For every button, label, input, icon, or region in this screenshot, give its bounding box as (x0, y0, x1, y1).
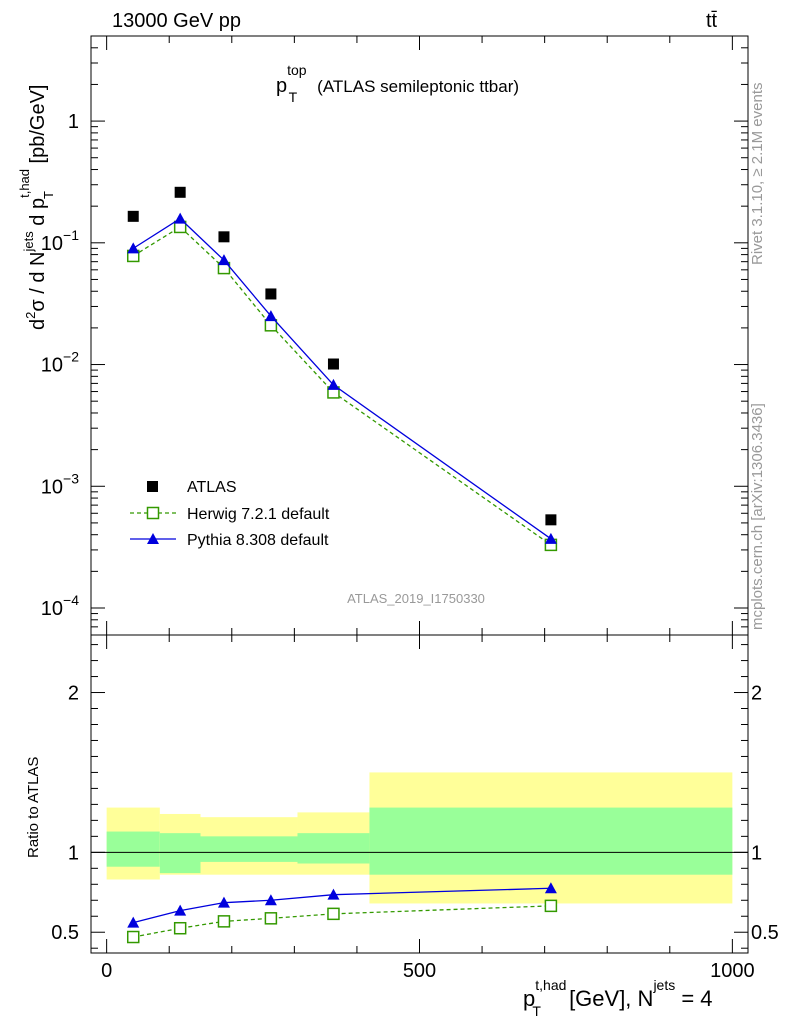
main-ytick-label-3: 10−3 (41, 470, 79, 498)
ratio-herwig-point-5 (544, 899, 558, 913)
legend: ATLAS Herwig 7.2.1 default Pythia 8.308 … (130, 479, 330, 549)
main-ytick-label-mantissa-4: 10 (41, 598, 63, 620)
legend-entry-atlas: ATLAS (147, 479, 237, 496)
ratio-herwig-line (133, 905, 551, 938)
ratio-pythia-point-5 (544, 882, 557, 894)
stat-band-1 (159, 833, 201, 874)
main-atlas-point-3 (265, 288, 277, 300)
main-pythia-line (132, 217, 552, 540)
legend-marker-pythia (147, 533, 159, 544)
stat-band-0 (106, 831, 160, 867)
main-atlas-point-1 (174, 186, 186, 198)
energy-label: 13000 GeV pp (112, 10, 241, 32)
legend-entry-pythia: Pythia 8.308 default (130, 532, 329, 549)
main-pythia-point-5 (544, 532, 557, 544)
ratio-series-layer (126, 882, 558, 944)
ratio-pythia-point-2 (217, 896, 230, 908)
main-atlas-point-0 (127, 210, 139, 222)
stat-band-4 (369, 807, 733, 875)
legend-marker-herwig (146, 506, 160, 520)
legend-entry-herwig: Herwig 7.2.1 default (130, 506, 330, 523)
main-ytick-label-2: 10−2 (41, 349, 79, 377)
main-atlas-point-4 (327, 358, 339, 370)
tick-labels: 110−110−210−310−40.5 0.51 12 20 500 1000 (41, 111, 779, 982)
legend-label-pythia: Pythia 8.308 default (187, 532, 329, 549)
mcplots-label: mcplots.cern.ch [arXiv:1306.3436] (749, 403, 766, 630)
main-pythia-point-3 (264, 310, 277, 322)
plot-title-main: p (276, 75, 287, 97)
analysis-watermark: ATLAS_2019_I1750330 (347, 591, 485, 606)
main-ytick-label-4: 10−4 (41, 592, 79, 620)
ratio-ytick-label-right-1: 1 (751, 842, 762, 864)
main-pythia-point-0 (127, 242, 140, 254)
main-ytick-label-1: 10−1 (41, 227, 79, 255)
ratio-pythia-point-0 (127, 916, 140, 928)
ratio-herwig-point-4 (327, 907, 340, 921)
main-ytick-label-exp-4: −4 (63, 592, 79, 608)
main-ytick-label-mantissa-2: 10 (41, 355, 63, 377)
ratio-uncertainty-bands (106, 772, 733, 904)
main-pythia-point-1 (174, 212, 187, 224)
xlabel: pt,had T [GeV], Njets = 4 (523, 977, 713, 1019)
xtick-label-2: 1000 (710, 960, 755, 982)
ratio-ytick-label-left-2: 2 (68, 683, 79, 705)
stat-band-2 (200, 836, 298, 862)
main-ylabel: d2σ / d Njets d pt,had T [pb/GeV] (17, 85, 56, 330)
xtick-label-0: 0 (101, 960, 112, 982)
main-atlas-point-2 (218, 231, 230, 243)
main-ytick-label-exp-3: −3 (63, 470, 79, 486)
ratio-herwig-point-3 (264, 912, 278, 925)
main-ytick-label-exp-1: −1 (63, 227, 79, 243)
ratio-ylabel: Ratio to ATLAS (25, 757, 42, 858)
legend-marker-atlas (147, 481, 158, 492)
ratio-ytick-label-right-0: 0.5 (751, 922, 779, 944)
plot-title: ptop T (ATLAS semileptonic ttbar) (276, 62, 519, 105)
plot-title-sub: T (289, 89, 298, 105)
main-pythia-point-2 (217, 254, 230, 266)
main-ytick-label-exp-2: −2 (63, 349, 79, 365)
ratio-ytick-label-right-2: 2 (751, 683, 762, 705)
legend-label-atlas: ATLAS (187, 479, 237, 496)
process-label: tt̄ (706, 10, 718, 32)
stat-band-3 (297, 833, 370, 864)
ratio-pythia-point-4 (327, 888, 340, 900)
ratio-herwig-point-2 (217, 915, 231, 928)
main-atlas-point-5 (545, 514, 557, 526)
xtick-label-1: 500 (403, 960, 436, 982)
main-ytick-label-mantissa-3: 10 (41, 476, 63, 498)
main-pythia-point-4 (327, 378, 340, 390)
ratio-ytick-label-left-0: 0.5 (51, 922, 79, 944)
main-herwig-line (132, 226, 552, 546)
legend-label-herwig: Herwig 7.2.1 default (187, 506, 330, 523)
main-ytick-label-mantissa-1: 10 (41, 233, 63, 255)
ratio-pythia-point-1 (174, 904, 187, 916)
ratio-herwig-point-1 (173, 921, 187, 935)
plot-title-sup: top (287, 62, 307, 78)
rivet-label: Rivet 3.1.10, ≥ 2.1M events (749, 83, 766, 266)
main-herwig-point-3 (264, 319, 278, 332)
ratio-pythia-point-3 (264, 894, 277, 906)
main-ytick-label-0: 1 (68, 111, 79, 133)
ratio-pythia-line (133, 887, 551, 924)
ratio-herwig-point-0 (126, 930, 140, 944)
main-series-layer (126, 186, 558, 552)
axis-ticks (91, 35, 748, 953)
plot-title-rest: (ATLAS semileptonic ttbar) (317, 77, 519, 96)
main-ytick-label-mantissa-0: 1 (68, 111, 79, 133)
ratio-ytick-label-left-1: 1 (68, 842, 79, 864)
